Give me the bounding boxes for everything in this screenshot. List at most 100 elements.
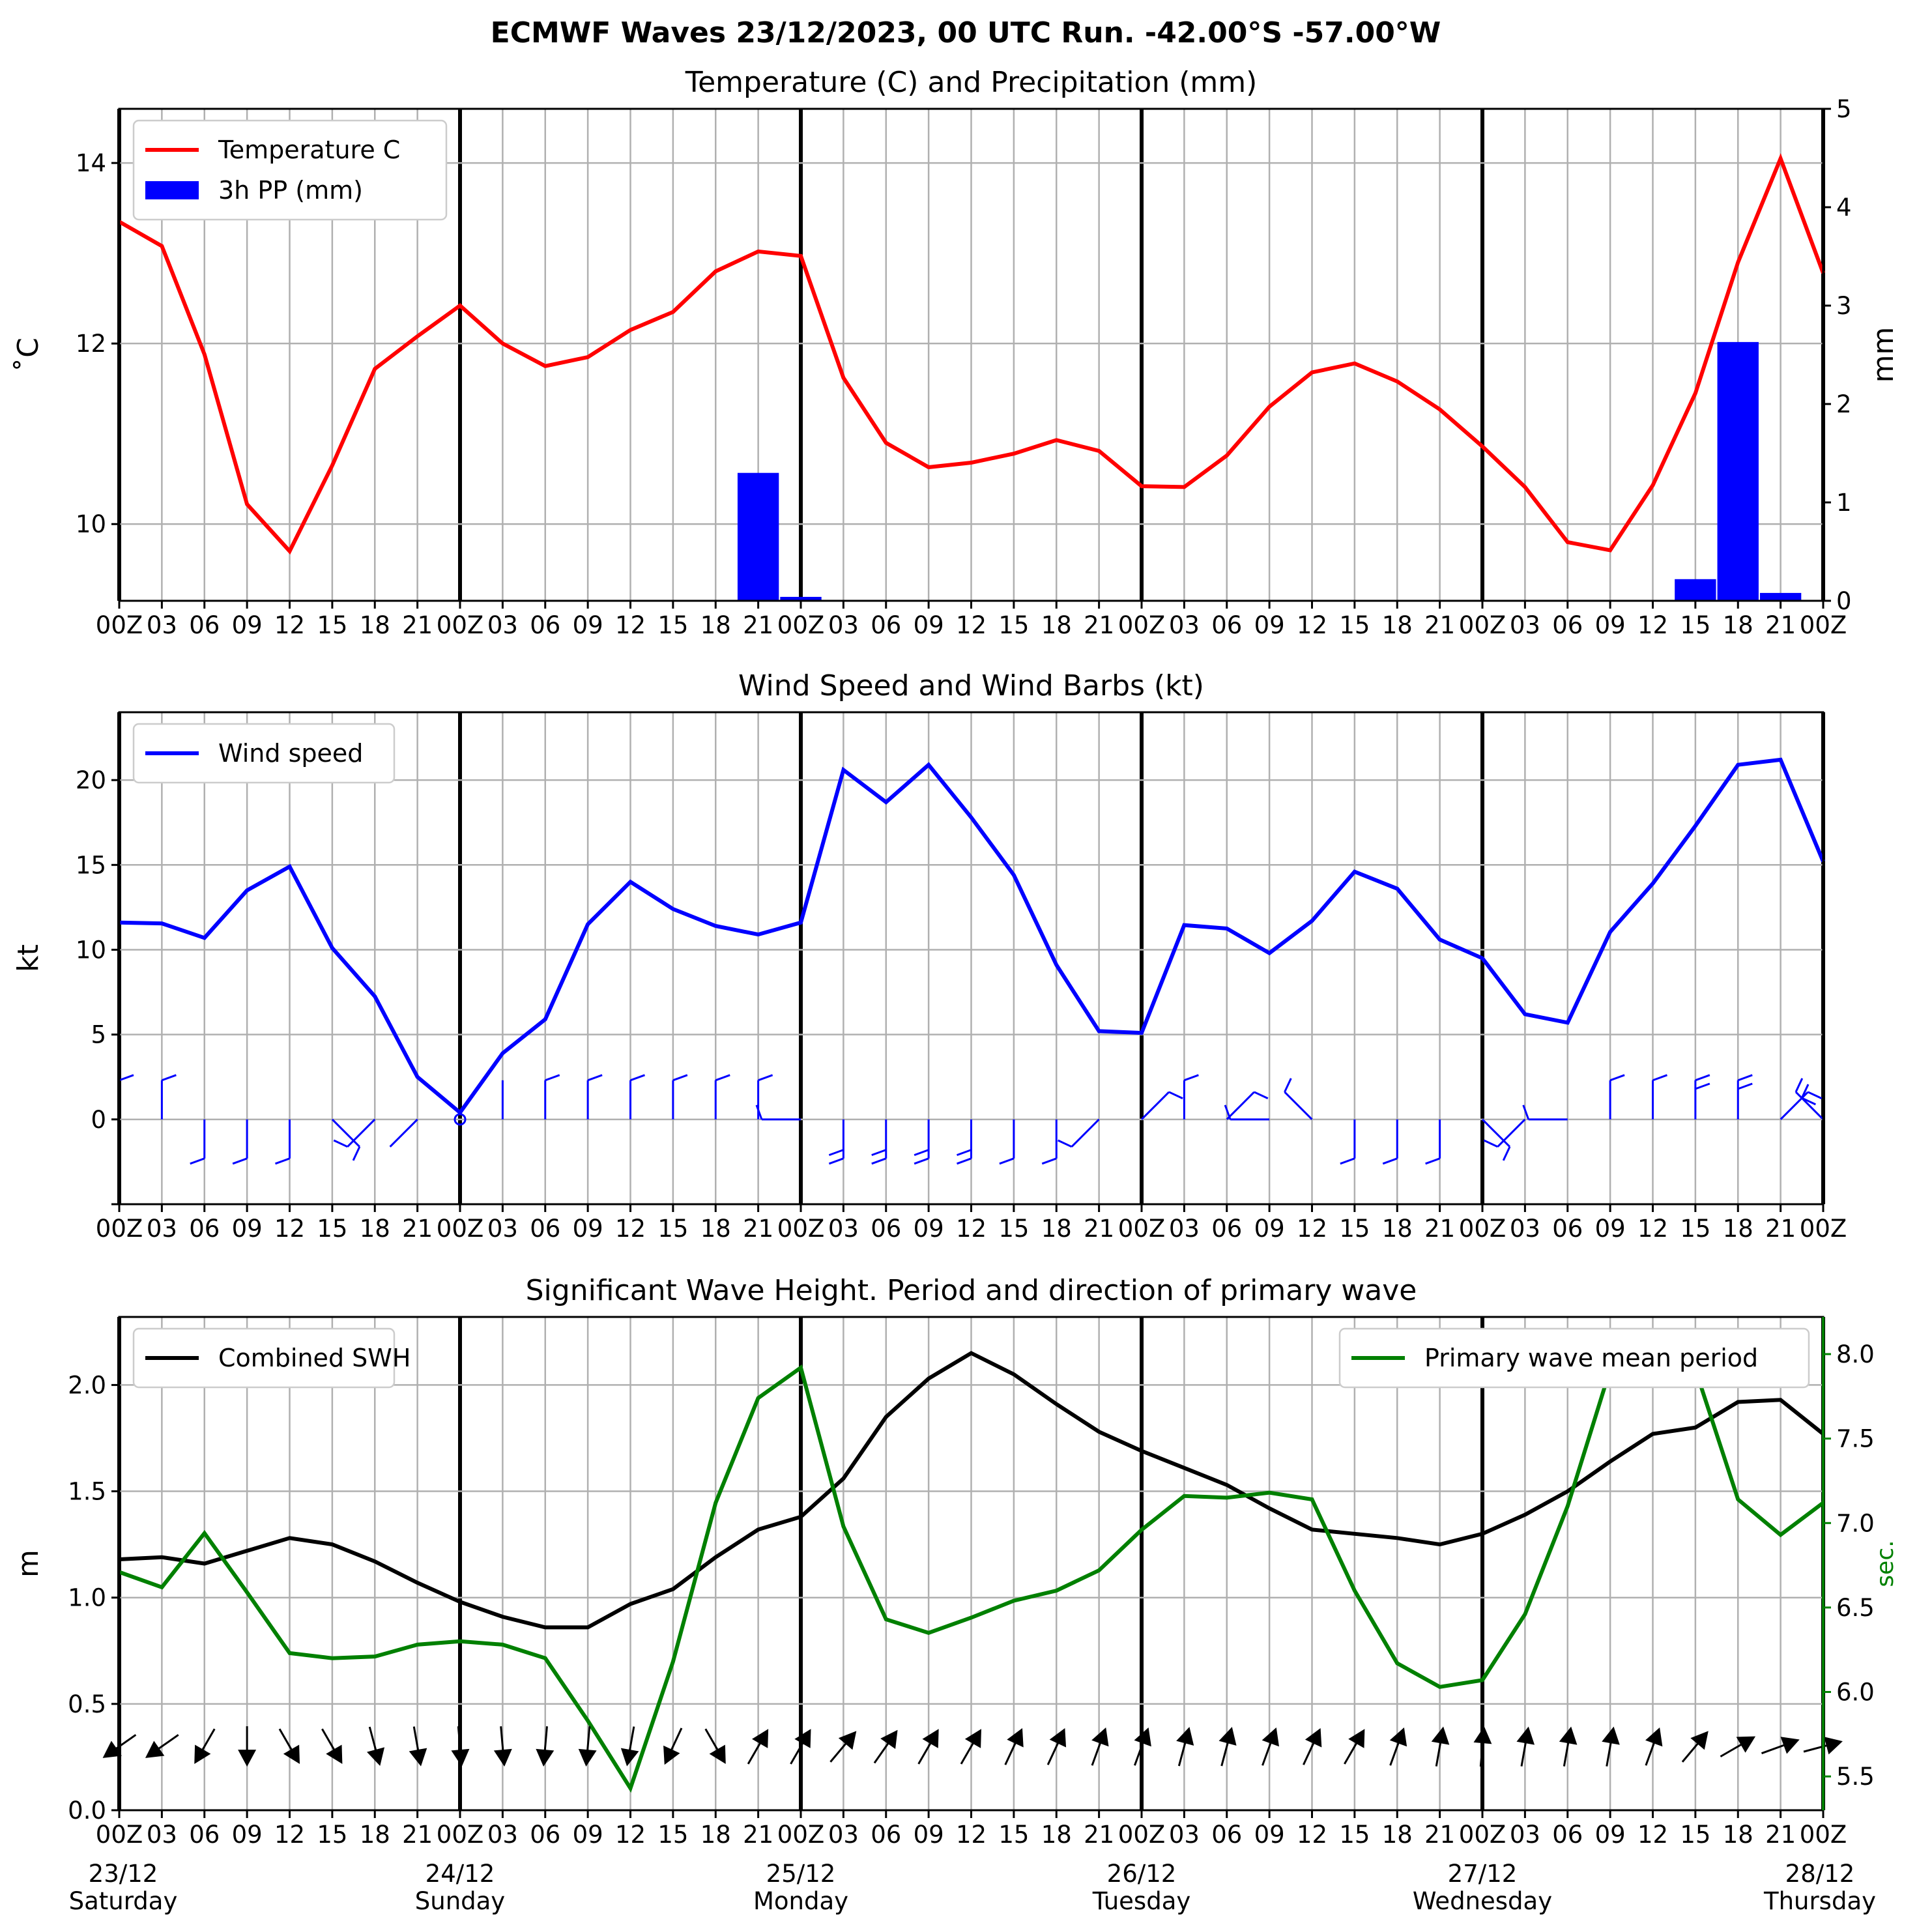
barb-flag [161, 1074, 177, 1082]
x-tick-label: 00Z [777, 1821, 824, 1849]
x-tick-label: 09 [573, 1215, 603, 1243]
barb-flag [232, 1157, 248, 1165]
barb-staff [1284, 1091, 1313, 1120]
wave-direction-arrow [1176, 1727, 1194, 1767]
x-tick-label: 06 [530, 611, 560, 639]
wave-direction-arrow [1303, 1728, 1322, 1765]
x-tick-label: 12 [274, 1215, 305, 1243]
x-tick-label: 21 [1424, 611, 1455, 639]
y-right-tick-label: 0 [1836, 587, 1852, 615]
x-tick-label: 00Z [1459, 1215, 1506, 1243]
x-tick-label: 06 [1211, 611, 1242, 639]
barb-flag [672, 1074, 688, 1082]
wind-barb [629, 1074, 646, 1119]
wind-barb [1284, 1078, 1313, 1120]
wave-direction-arrow [1645, 1727, 1663, 1766]
wind-barb [274, 1119, 291, 1165]
barb-flag [828, 1149, 844, 1157]
arrow-head [620, 1748, 639, 1767]
x-tick-label: 18 [1723, 611, 1753, 639]
wind-barb [755, 1105, 801, 1121]
x-tick-label: 09 [1254, 1215, 1285, 1243]
wave-direction-arrow [917, 1729, 939, 1765]
x-tick-label: 00Z [777, 1215, 824, 1243]
y-right-tick-label: 4 [1836, 194, 1852, 222]
wind-barb [1183, 1074, 1199, 1119]
x-tick-label: 15 [317, 1215, 347, 1243]
x-tick-label: 15 [1339, 1215, 1370, 1243]
x-tick-label: 00Z [1800, 1215, 1847, 1243]
x-tick-label: 18 [360, 1821, 390, 1849]
arrow-head [536, 1748, 555, 1767]
x-tick-label: 00Z [1800, 1821, 1847, 1849]
arrow-head [1736, 1736, 1756, 1753]
wave-direction-arrow [790, 1729, 811, 1765]
barb-flag [1183, 1074, 1199, 1082]
wind-barb [1481, 1118, 1511, 1161]
arrow-head [145, 1740, 165, 1758]
wave-direction-arrow [704, 1728, 726, 1764]
x-tick-label: 21 [1424, 1821, 1455, 1849]
wind-barb [333, 1118, 376, 1148]
wave-direction-arrow [1720, 1736, 1756, 1757]
wind-barb [714, 1074, 730, 1119]
y-right-tick-label: 2 [1836, 390, 1852, 418]
x-tick-label: 03 [487, 1215, 518, 1243]
y-tick-label: 20 [76, 766, 106, 794]
x-tick-label: 03 [1510, 611, 1540, 639]
x-tick-label: 15 [1339, 611, 1370, 639]
x-tick-label: 18 [360, 1215, 390, 1243]
y-tick-label: 2.0 [68, 1371, 106, 1399]
arrow-head [367, 1747, 385, 1767]
wind-speed-panel: Wind Speed and Wind Barbs (kt) 0 5 10 15 20 kt… [12, 669, 1847, 1243]
arrow-head [1176, 1727, 1194, 1746]
x-tick-label: 12 [956, 1821, 987, 1849]
x-tick-label: 00Z [96, 1821, 143, 1849]
x-tick-label: 09 [914, 1821, 944, 1849]
x-tick-label: 00Z [96, 611, 143, 639]
x-tick-label: 12 [1297, 1821, 1327, 1849]
arrow-head [1262, 1727, 1279, 1747]
wind-barb [1795, 1078, 1824, 1120]
barb-flag [274, 1157, 291, 1165]
wave-direction-arrow [578, 1726, 597, 1767]
wind-barb [999, 1119, 1015, 1165]
x-tick-label: 12 [274, 1821, 305, 1849]
arrow-head [1218, 1727, 1237, 1746]
x-tick-label: 15 [998, 1215, 1029, 1243]
arrow-head [1824, 1737, 1843, 1755]
x-tick-label: 03 [147, 1821, 177, 1849]
y-right-tick-label: 3 [1836, 292, 1852, 320]
x-tick-label: 21 [1084, 611, 1114, 639]
wave-direction-arrow [194, 1728, 216, 1764]
wave-direction-arrow [1344, 1729, 1365, 1765]
barb-flag [1284, 1078, 1292, 1093]
x-tick-label: 03 [1510, 1821, 1540, 1849]
x-tick-label: 06 [871, 611, 901, 639]
wind-barb [586, 1074, 603, 1119]
barb-flag [956, 1157, 972, 1165]
date-label: 26/12 [1107, 1860, 1177, 1888]
x-tick-label: 09 [1254, 611, 1285, 639]
x-tick-label: 09 [1595, 1215, 1626, 1243]
wind-barb [544, 1074, 560, 1119]
x-tick-label: 21 [1424, 1215, 1455, 1243]
arrow-head [1007, 1728, 1024, 1748]
legend-label: Temperature C [218, 136, 400, 164]
x-tick-label: 12 [1297, 1215, 1327, 1243]
arrow-head [1049, 1728, 1067, 1748]
arrow-head [709, 1744, 726, 1764]
arrow-head [493, 1748, 512, 1767]
legend-swatch [145, 181, 199, 199]
y-tick-label: 12 [76, 330, 106, 358]
wind-barb [1737, 1074, 1753, 1119]
temperature-line [118, 152, 1825, 555]
x-tick-label: 00Z [96, 1215, 143, 1243]
day-label: Wednesday [1413, 1887, 1552, 1915]
swh-line [119, 1351, 1824, 1630]
x-tick-label: 12 [956, 1215, 987, 1243]
x-tick-label: 18 [700, 1215, 731, 1243]
x-tick-label: 18 [1041, 1821, 1072, 1849]
wave-direction-arrow [1516, 1726, 1535, 1767]
legend-box [132, 119, 448, 221]
